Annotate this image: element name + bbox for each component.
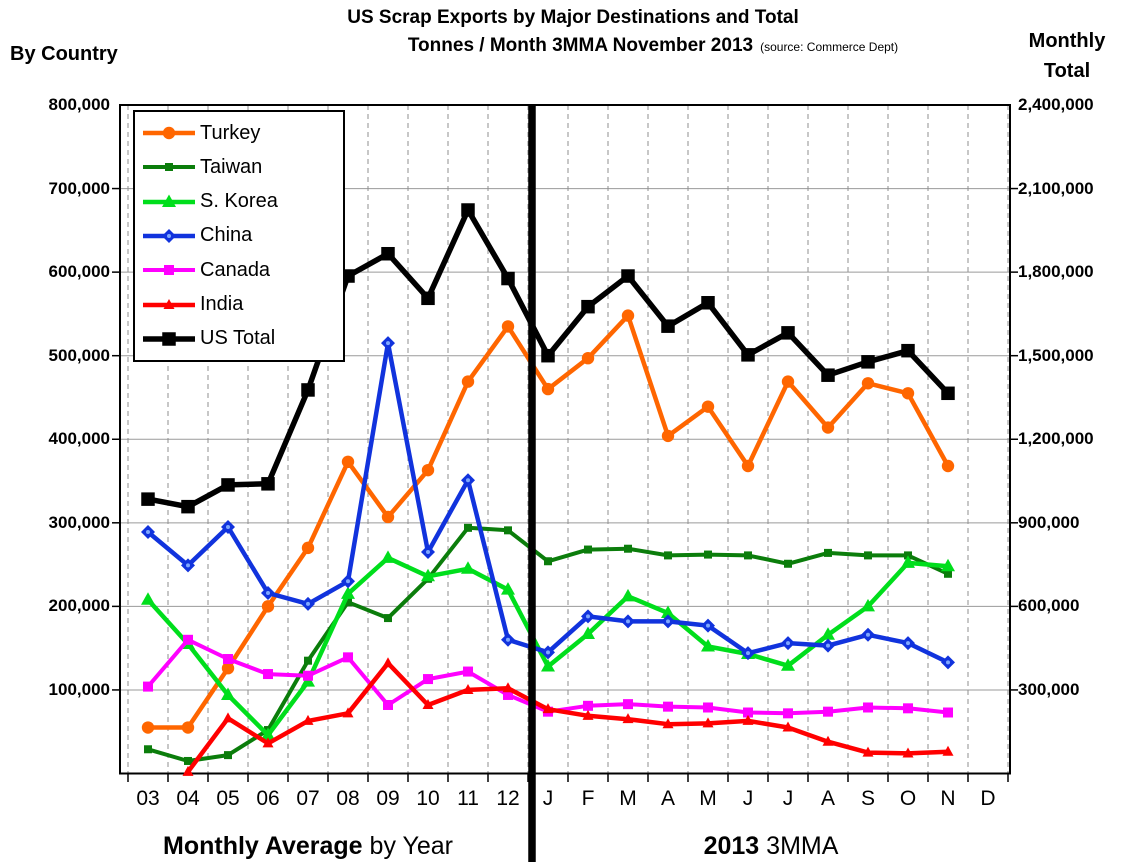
caption-2013-bold: 2013 xyxy=(703,832,760,860)
legend-label-china: China xyxy=(200,224,253,247)
x-axis-label-year: 12 xyxy=(496,787,520,810)
x-axis-label-month: J xyxy=(742,787,754,810)
caption-years-regular: by Year xyxy=(369,832,453,860)
legend-label-turkey: Turkey xyxy=(200,121,261,144)
legend-marker-icon-us-total xyxy=(143,332,195,346)
x-axis-label-month: S xyxy=(860,787,875,810)
series-markers-china xyxy=(141,336,955,670)
left-axis-title: By Country xyxy=(10,43,118,65)
legend-label-s-korea: S. Korea xyxy=(200,190,278,213)
legend-label-canada: Canada xyxy=(200,258,271,281)
legend-item-india: India xyxy=(141,290,343,320)
legend-marker-icon-china xyxy=(143,228,195,243)
x-axis-label-year: 10 xyxy=(416,787,440,810)
x-axis-label-year: 05 xyxy=(216,787,240,810)
legend-label-us-total: US Total xyxy=(200,327,276,350)
x-axis-label-month: D xyxy=(980,787,996,810)
legend-item-s-korea: S. Korea xyxy=(141,187,343,217)
x-axis-label-year: 06 xyxy=(256,787,280,810)
right-axis-title-line1: Monthly xyxy=(1028,30,1106,52)
left-axis-tick-label: 100,000 xyxy=(48,679,110,699)
x-axis-label-year: 07 xyxy=(296,787,320,810)
x-axis-label-year: 04 xyxy=(176,787,200,810)
x-axis-label-year: 08 xyxy=(336,787,360,810)
x-axis-label-month: A xyxy=(820,787,835,810)
legend-label-taiwan: Taiwan xyxy=(200,155,263,178)
x-axis-label-month: J xyxy=(542,787,554,810)
right-axis-tick-label: 900,000 xyxy=(1018,512,1080,532)
left-axis-tick-label: 800,000 xyxy=(48,95,110,114)
legend-marker-icon-s-korea xyxy=(143,194,195,207)
right-axis-tick-label: 1,800,000 xyxy=(1018,262,1094,282)
legend-item-turkey: Turkey xyxy=(141,118,343,148)
left-axis-tick-label: 600,000 xyxy=(48,262,110,282)
x-axis-label-month: J xyxy=(782,787,794,810)
chart-subtitle: Tonnes / Month 3MMA November 2013 (source… xyxy=(175,35,1131,57)
left-axis-tick-label: 300,000 xyxy=(48,512,110,532)
left-axis-tick-label: 500,000 xyxy=(48,345,110,365)
caption-2013-regular: 3MMA xyxy=(766,832,839,860)
series-markers-us-total xyxy=(141,203,955,514)
left-axis-tick-label: 400,000 xyxy=(48,429,110,449)
legend-marker-icon-taiwan xyxy=(143,163,195,172)
right-axis-tick-label: 600,000 xyxy=(1018,596,1080,616)
chart-title: US Scrap Exports by Major Destinations a… xyxy=(347,7,799,28)
right-axis-tick-label: 2,400,000 xyxy=(1018,95,1094,114)
x-axis-group-caption-years: Monthly Average by Year xyxy=(128,832,488,861)
x-axis-label-month: N xyxy=(940,787,956,810)
x-axis-label-month: M xyxy=(619,787,637,810)
legend-marker-icon-turkey xyxy=(143,126,195,140)
legend-item-taiwan: Taiwan xyxy=(141,152,343,182)
series-markers-india xyxy=(182,657,954,776)
caption-years-bold: Monthly Average xyxy=(163,832,363,860)
chart-subtitle-text: Tonnes / Month 3MMA November 2013 xyxy=(407,35,754,56)
chart-source-note: (source: Commerce Dept) xyxy=(760,40,899,54)
legend-marker-icon-india xyxy=(143,298,195,309)
right-axis-tick-label: 2,100,000 xyxy=(1018,178,1094,198)
right-axis-tick-label: 1,500,000 xyxy=(1018,345,1094,365)
right-axis-tick-label: 300,000 xyxy=(1018,679,1080,699)
x-axis-label-month: F xyxy=(581,787,595,810)
x-axis-label-month: A xyxy=(660,787,675,810)
x-axis-label-year: 03 xyxy=(136,787,160,810)
x-axis-label-month: O xyxy=(899,787,917,810)
legend-item-canada: Canada xyxy=(141,255,343,285)
series-markers-turkey xyxy=(141,309,955,734)
x-axis-label-year: 09 xyxy=(376,787,400,810)
x-axis-label-year: 11 xyxy=(457,787,479,810)
right-axis-tick-label: 1,200,000 xyxy=(1018,429,1094,449)
right-axis-title-line2: Total xyxy=(1043,60,1091,82)
left-axis-tick-label: 700,000 xyxy=(48,178,110,198)
legend-marker-icon-canada xyxy=(143,265,195,276)
x-axis-label-month: M xyxy=(699,787,717,810)
legend-item-china: China xyxy=(141,221,343,251)
left-axis-tick-label: 200,000 xyxy=(48,596,110,616)
legend-box: Turkey Taiwan S. Korea China Canada India US T… xyxy=(133,110,345,362)
x-axis-group-caption-2013: 2013 3MMA xyxy=(548,832,994,861)
legend-label-india: India xyxy=(200,293,244,316)
series-line-india xyxy=(185,660,951,775)
legend-item-us-total: US Total xyxy=(141,324,343,354)
